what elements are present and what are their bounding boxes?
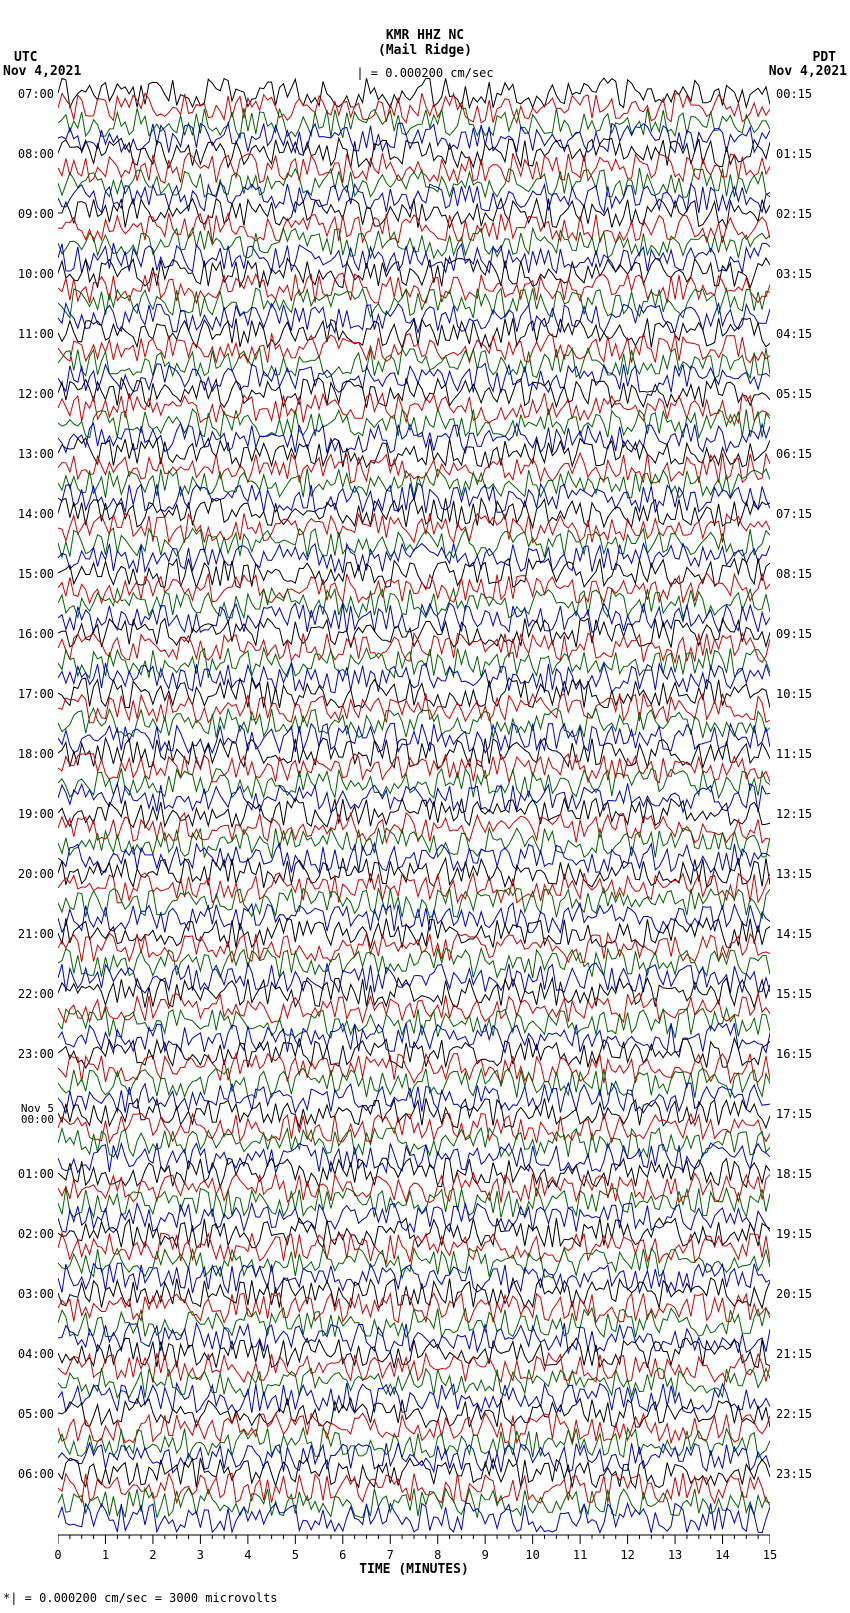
utc-hour-label: Nov 500:00 — [21, 1103, 54, 1125]
x-tick-label: 12 — [620, 1548, 634, 1562]
x-tick-label: 5 — [292, 1548, 299, 1562]
seismogram-container: KMR HHZ NC (Mail Ridge) UTC PDT Nov 4,20… — [0, 0, 850, 1613]
tz-right-label: PDT — [813, 50, 836, 65]
chart-header: KMR HHZ NC (Mail Ridge) — [0, 28, 850, 58]
x-tick-label: 1 — [102, 1548, 109, 1562]
pdt-hour-label: 05:15 — [776, 387, 812, 401]
x-tick-label: 6 — [339, 1548, 346, 1562]
utc-hour-label: 19:00 — [18, 807, 54, 821]
utc-hour-label: 05:00 — [18, 1407, 54, 1421]
station-location: (Mail Ridge) — [0, 43, 850, 58]
utc-hour-label: 18:00 — [18, 747, 54, 761]
x-tick-label: 2 — [149, 1548, 156, 1562]
utc-hour-label: 17:00 — [18, 687, 54, 701]
x-tick-label: 3 — [197, 1548, 204, 1562]
x-tick-label: 9 — [482, 1548, 489, 1562]
utc-hour-label: 16:00 — [18, 627, 54, 641]
x-tick-label: 14 — [715, 1548, 729, 1562]
pdt-hour-label: 21:15 — [776, 1347, 812, 1361]
pdt-hour-label: 16:15 — [776, 1047, 812, 1061]
utc-hour-label: 11:00 — [18, 327, 54, 341]
utc-hour-label: 06:00 — [18, 1467, 54, 1481]
pdt-hour-label: 10:15 — [776, 687, 812, 701]
utc-hour-label: 01:00 — [18, 1167, 54, 1181]
x-tick-label: 11 — [573, 1548, 587, 1562]
pdt-hour-label: 09:15 — [776, 627, 812, 641]
utc-hour-label: 04:00 — [18, 1347, 54, 1361]
x-tick-label: 0 — [54, 1548, 61, 1562]
x-tick-label: 15 — [763, 1548, 777, 1562]
footer-scale-note: *| = 0.000200 cm/sec = 3000 microvolts — [3, 1591, 278, 1605]
utc-hour-label: 02:00 — [18, 1227, 54, 1241]
pdt-hour-label: 23:15 — [776, 1467, 812, 1481]
x-tick-label: 4 — [244, 1548, 251, 1562]
tz-left-label: UTC — [14, 50, 37, 65]
x-tick-label: 10 — [525, 1548, 539, 1562]
pdt-hour-label: 15:15 — [776, 987, 812, 1001]
seismogram-plot — [58, 86, 770, 1531]
trace-row — [58, 1511, 770, 1526]
station-code: KMR HHZ NC — [0, 28, 850, 43]
x-tick-label: 13 — [668, 1548, 682, 1562]
pdt-hour-label: 02:15 — [776, 207, 812, 221]
utc-hour-label: 08:00 — [18, 147, 54, 161]
utc-hour-label: 22:00 — [18, 987, 54, 1001]
pdt-hour-label: 08:15 — [776, 567, 812, 581]
utc-hour-label: 03:00 — [18, 1287, 54, 1301]
x-axis: TIME (MINUTES) 0123456789101112131415 — [58, 1534, 770, 1574]
pdt-hour-label: 13:15 — [776, 867, 812, 881]
pdt-hour-label: 18:15 — [776, 1167, 812, 1181]
utc-hour-label: 09:00 — [18, 207, 54, 221]
utc-hour-label: 12:00 — [18, 387, 54, 401]
x-tick-label: 8 — [434, 1548, 441, 1562]
pdt-hour-label: 19:15 — [776, 1227, 812, 1241]
utc-hour-label: 07:00 — [18, 87, 54, 101]
utc-hour-label: 13:00 — [18, 447, 54, 461]
pdt-hour-label: 07:15 — [776, 507, 812, 521]
utc-hour-label: 15:00 — [18, 567, 54, 581]
pdt-hour-label: 14:15 — [776, 927, 812, 941]
pdt-hour-label: 12:15 — [776, 807, 812, 821]
pdt-hour-label: 03:15 — [776, 267, 812, 281]
pdt-hour-label: 00:15 — [776, 87, 812, 101]
utc-hour-label: 21:00 — [18, 927, 54, 941]
x-axis-title: TIME (MINUTES) — [58, 1562, 770, 1577]
utc-hour-label: 23:00 — [18, 1047, 54, 1061]
pdt-hour-label: 20:15 — [776, 1287, 812, 1301]
pdt-hour-label: 01:15 — [776, 147, 812, 161]
pdt-hour-label: 06:15 — [776, 447, 812, 461]
pdt-hour-label: 11:15 — [776, 747, 812, 761]
utc-hour-label: 10:00 — [18, 267, 54, 281]
x-tick-label: 7 — [387, 1548, 394, 1562]
utc-hour-label: 20:00 — [18, 867, 54, 881]
pdt-hour-label: 22:15 — [776, 1407, 812, 1421]
pdt-hour-label: 04:15 — [776, 327, 812, 341]
pdt-hour-label: 17:15 — [776, 1107, 812, 1121]
utc-hour-label: 14:00 — [18, 507, 54, 521]
